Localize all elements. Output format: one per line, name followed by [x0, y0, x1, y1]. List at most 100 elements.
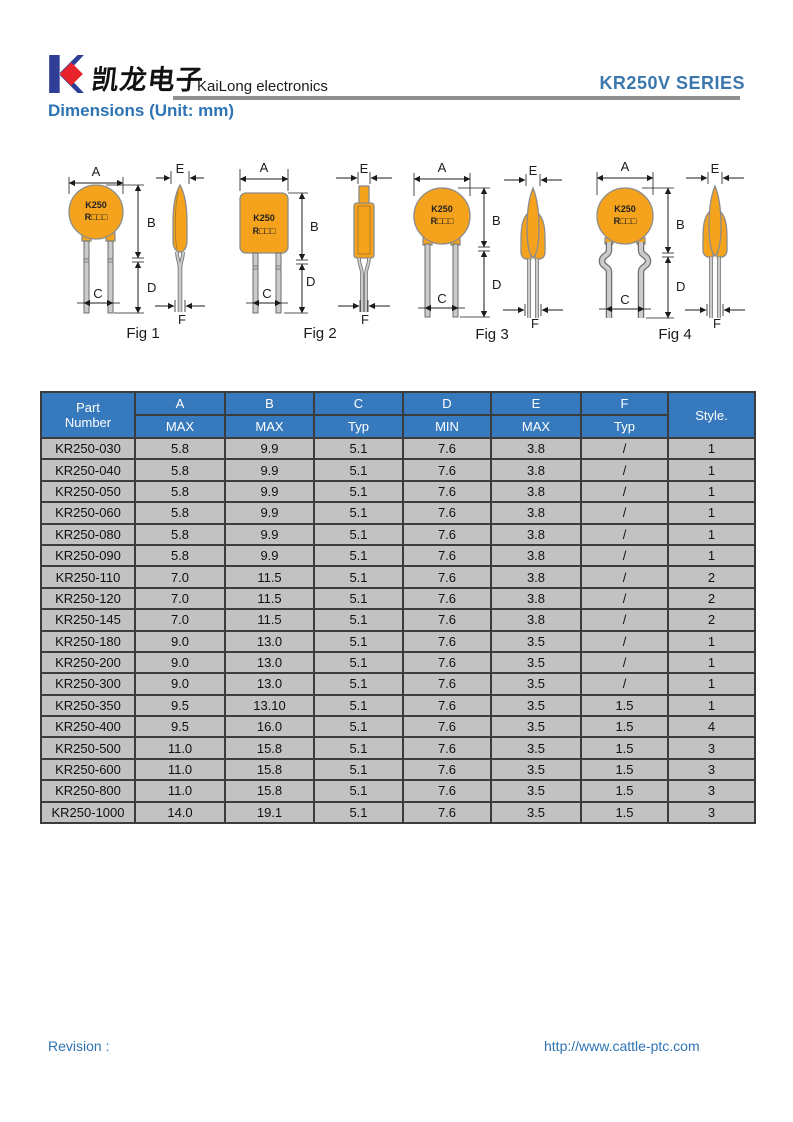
cell-d: 7.6 [402, 629, 492, 653]
website-link[interactable]: http://www.cattle-ptc.com [544, 1038, 700, 1054]
cell-part-number: KR250-1000 [40, 800, 136, 825]
cell-d: 7.6 [402, 672, 492, 696]
fig4-side-view [702, 184, 728, 318]
cell-e: 3.8 [490, 458, 582, 482]
cell-f: 1.5 [580, 693, 669, 718]
dim-label-c: C [93, 286, 102, 301]
cell-part-number: KR250-145 [40, 608, 136, 632]
cell-part-number: KR250-180 [40, 629, 136, 653]
cell-c: 5.1 [313, 629, 404, 653]
dim-label-d: D [147, 280, 156, 295]
dim-label-d: D [492, 277, 501, 292]
cell-a: 9.5 [134, 715, 226, 739]
fig1-front-view: K250 R□□□ [68, 184, 124, 314]
cell-e: 3.5 [490, 736, 582, 760]
cell-e: 3.5 [490, 800, 582, 825]
cell-d: 7.6 [402, 757, 492, 782]
table-row: KR250-050 5.8 9.9 5.1 7.6 3.8 / 1 [40, 479, 756, 504]
cell-f: 1.5 [580, 779, 669, 803]
cell-d: 7.6 [402, 715, 492, 739]
col-header-b: B [224, 391, 315, 416]
fig2-side-view [353, 185, 375, 312]
part-marking-code: R□□□ [614, 216, 637, 226]
cell-b: 9.9 [224, 522, 315, 546]
cell-f: / [580, 586, 669, 611]
cell-b: 15.8 [224, 736, 315, 760]
cell-c: 5.1 [313, 522, 404, 546]
table-row: KR250-200 9.0 13.0 5.1 7.6 3.5 / 1 [40, 650, 756, 675]
col-header-style: Style. [667, 391, 756, 439]
fig2-front-view: K250 R□□□ [239, 192, 289, 314]
cell-d: 7.6 [402, 736, 492, 760]
cell-d: 7.6 [402, 543, 492, 568]
dim-label-e: E [711, 161, 720, 176]
cell-c: 5.1 [313, 501, 404, 525]
cell-a: 7.0 [134, 565, 226, 589]
cell-part-number: KR250-500 [40, 736, 136, 760]
table-row: KR250-180 9.0 13.0 5.1 7.6 3.5 / 1 [40, 629, 756, 653]
fig1-caption: Fig 1 [126, 325, 159, 342]
cell-d: 7.6 [402, 586, 492, 611]
dim-label-c: C [437, 291, 446, 306]
dim-label-f: F [361, 312, 369, 327]
cell-b: 11.5 [224, 586, 315, 611]
cell-b: 9.9 [224, 543, 315, 568]
cell-b: 11.5 [224, 565, 315, 589]
dim-label-d: D [676, 279, 685, 294]
cell-style: 2 [667, 608, 756, 632]
dim-label-b: B [676, 217, 685, 232]
col-header-part-number: Part Number [40, 391, 136, 439]
cell-d: 7.6 [402, 693, 492, 718]
cell-b: 9.9 [224, 458, 315, 482]
fig1-side-view [172, 183, 188, 312]
col-header-e: E [490, 391, 582, 416]
dim-label-c: C [262, 286, 271, 301]
cell-style: 4 [667, 715, 756, 739]
cell-e: 3.5 [490, 693, 582, 718]
cell-f: 1.5 [580, 800, 669, 825]
revision-label: Revision : [48, 1038, 110, 1054]
fig3-side-view [520, 186, 546, 318]
cell-f: 1.5 [580, 736, 669, 760]
cell-a: 5.8 [134, 458, 226, 482]
cell-f: / [580, 522, 669, 546]
cell-e: 3.8 [490, 608, 582, 632]
cell-a: 7.0 [134, 608, 226, 632]
cell-style: 3 [667, 779, 756, 803]
series-title: KR250V SERIES [599, 73, 745, 93]
table-row: KR250-060 5.8 9.9 5.1 7.6 3.8 / 1 [40, 501, 756, 525]
cell-d: 7.6 [402, 779, 492, 803]
fig2-caption: Fig 2 [303, 325, 336, 342]
cell-c: 5.1 [313, 672, 404, 696]
cell-e: 3.5 [490, 629, 582, 653]
cell-c: 5.1 [313, 693, 404, 718]
table-header: Part Number A B C D E F Style. MAX MAX T… [40, 391, 756, 439]
cell-f: / [580, 479, 669, 504]
cell-a: 9.0 [134, 629, 226, 653]
cell-e: 3.8 [490, 522, 582, 546]
cell-style: 1 [667, 501, 756, 525]
cell-c: 5.1 [313, 715, 404, 739]
cell-a: 7.0 [134, 586, 226, 611]
table-row: KR250-1000 14.0 19.1 5.1 7.6 3.5 1.5 3 [40, 800, 756, 825]
cell-f: / [580, 650, 669, 675]
cell-e: 3.8 [490, 501, 582, 525]
cell-c: 5.1 [313, 650, 404, 675]
cell-part-number: KR250-350 [40, 693, 136, 718]
cell-style: 1 [667, 543, 756, 568]
cell-a: 14.0 [134, 800, 226, 825]
part-marking-code: R□□□ [85, 212, 108, 222]
cell-style: 1 [667, 650, 756, 675]
table-row: KR250-040 5.8 9.9 5.1 7.6 3.8 / 1 [40, 458, 756, 482]
fig4-diagram: K250 R□□□ A B D C [596, 159, 745, 343]
cell-b: 9.9 [224, 501, 315, 525]
cell-d: 7.6 [402, 436, 492, 461]
cell-part-number: KR250-600 [40, 757, 136, 782]
cell-b: 13.0 [224, 629, 315, 653]
cell-c: 5.1 [313, 736, 404, 760]
fig1-diagram: K250 R□□□ A B D C [68, 161, 205, 342]
dim-label-e: E [176, 161, 185, 176]
cell-b: 11.5 [224, 608, 315, 632]
cell-b: 15.8 [224, 779, 315, 803]
